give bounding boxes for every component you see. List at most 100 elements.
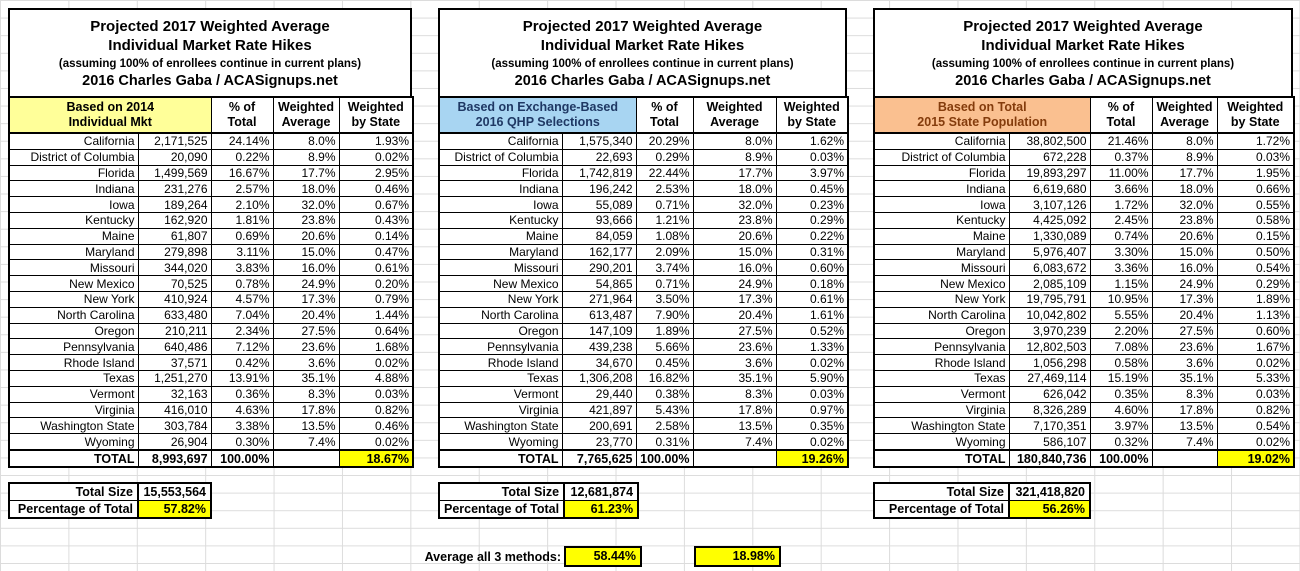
weighted-by-state-cell[interactable]: 0.02%: [338, 433, 414, 451]
weighted-average-cell[interactable]: 23.6%: [272, 338, 340, 356]
enrollment-cell[interactable]: 1,499,569: [137, 164, 212, 182]
total-pct-cell[interactable]: 100.00%: [1089, 448, 1153, 468]
pct-of-total-cell[interactable]: 0.71%: [635, 196, 694, 213]
state-cell[interactable]: New Mexico: [8, 275, 139, 292]
weighted-average-cell[interactable]: 35.1%: [1151, 369, 1218, 387]
weighted-average-cell[interactable]: 8.9%: [692, 148, 777, 166]
pct-of-total-cell[interactable]: 13.91%: [210, 369, 274, 387]
state-cell[interactable]: Washington State: [438, 417, 563, 435]
table-title-cell[interactable]: Projected 2017 Weighted Average Individu…: [873, 8, 1293, 96]
weighted-average-cell[interactable]: 3.6%: [272, 354, 340, 371]
state-cell[interactable]: Iowa: [438, 196, 563, 213]
weighted-by-state-cell[interactable]: 0.61%: [338, 259, 414, 277]
total-size-label-cell[interactable]: Total Size: [8, 482, 139, 502]
pct-of-total-cell[interactable]: 1.81%: [210, 211, 274, 229]
total-size-value-cell[interactable]: 321,418,820: [1008, 482, 1091, 502]
state-cell[interactable]: Indiana: [8, 180, 139, 198]
enrollment-cell[interactable]: 93,666: [561, 211, 637, 229]
weighted-average-cell[interactable]: 8.0%: [1151, 132, 1218, 150]
weighted-average-cell[interactable]: 13.5%: [1151, 417, 1218, 435]
enrollment-cell[interactable]: 3,970,239: [1008, 322, 1091, 340]
pct-of-total-cell[interactable]: 0.31%: [635, 433, 694, 451]
pct-of-total-cell[interactable]: 7.08%: [1089, 338, 1153, 356]
table-title-cell[interactable]: Projected 2017 Weighted Average Individu…: [438, 8, 847, 96]
weighted-by-state-cell[interactable]: 2.95%: [338, 164, 414, 182]
enrollment-cell[interactable]: 6,619,680: [1008, 180, 1091, 198]
state-cell[interactable]: District of Columbia: [8, 148, 139, 166]
pct-of-total-cell[interactable]: 3.83%: [210, 259, 274, 277]
state-cell[interactable]: Wyoming: [873, 433, 1010, 451]
enrollment-cell[interactable]: 2,085,109: [1008, 275, 1091, 292]
weighted-by-state-cell[interactable]: 0.97%: [775, 401, 849, 419]
total-value-cell[interactable]: 180,840,736: [1008, 448, 1091, 468]
col-header-weighted-average[interactable]: Weighted Average: [692, 96, 777, 134]
col-header-weighted-average[interactable]: Weighted Average: [1151, 96, 1218, 134]
weighted-by-state-cell[interactable]: 0.29%: [1216, 275, 1295, 292]
weighted-average-cell[interactable]: 17.8%: [272, 401, 340, 419]
pct-of-total-cell[interactable]: 2.34%: [210, 322, 274, 340]
pct-of-total-cell[interactable]: 1.72%: [1089, 196, 1153, 213]
state-cell[interactable]: District of Columbia: [873, 148, 1010, 166]
enrollment-cell[interactable]: 5,976,407: [1008, 243, 1091, 261]
enrollment-cell[interactable]: 61,807: [137, 227, 212, 245]
col-header-weighted-by-state[interactable]: Weighted by State: [1216, 96, 1295, 134]
weighted-by-state-cell[interactable]: 1.93%: [338, 132, 414, 150]
weighted-average-cell[interactable]: 17.3%: [272, 290, 340, 308]
weighted-average-cell[interactable]: 17.3%: [692, 290, 777, 308]
pct-of-total-cell[interactable]: 4.60%: [1089, 401, 1153, 419]
state-cell[interactable]: Texas: [873, 369, 1010, 387]
weighted-average-cell[interactable]: 8.3%: [692, 385, 777, 403]
pct-of-total-cell[interactable]: 0.36%: [210, 385, 274, 403]
weighted-average-cell[interactable]: 20.4%: [692, 306, 777, 324]
weighted-by-state-cell[interactable]: 0.02%: [338, 148, 414, 166]
enrollment-cell[interactable]: 1,306,208: [561, 369, 637, 387]
state-cell[interactable]: Maine: [438, 227, 563, 245]
enrollment-cell[interactable]: 32,163: [137, 385, 212, 403]
enrollment-cell[interactable]: 147,109: [561, 322, 637, 340]
weighted-by-state-cell[interactable]: 0.46%: [338, 180, 414, 198]
pct-of-total-cell[interactable]: 0.58%: [1089, 354, 1153, 371]
state-cell[interactable]: Missouri: [8, 259, 139, 277]
weighted-average-cell[interactable]: 17.3%: [1151, 290, 1218, 308]
average-pct-value-cell[interactable]: 58.44%: [564, 546, 642, 568]
pct-of-total-cell[interactable]: 5.66%: [635, 338, 694, 356]
weighted-by-state-cell[interactable]: 1.13%: [1216, 306, 1295, 324]
weighted-by-state-cell[interactable]: 1.72%: [1216, 132, 1295, 150]
pct-of-total-cell[interactable]: 0.29%: [635, 148, 694, 166]
enrollment-cell[interactable]: 19,893,297: [1008, 164, 1091, 182]
weighted-by-state-cell[interactable]: 0.67%: [338, 196, 414, 213]
weighted-by-state-cell[interactable]: 0.43%: [338, 211, 414, 229]
weighted-average-cell[interactable]: 20.4%: [1151, 306, 1218, 324]
state-cell[interactable]: Maryland: [8, 243, 139, 261]
weighted-by-state-cell[interactable]: 0.50%: [1216, 243, 1295, 261]
weighted-average-cell[interactable]: 23.8%: [272, 211, 340, 229]
total-label-cell[interactable]: TOTAL: [8, 448, 139, 468]
pct-of-total-cell[interactable]: 3.74%: [635, 259, 694, 277]
state-cell[interactable]: New Mexico: [438, 275, 563, 292]
pct-of-total-cell[interactable]: 22.44%: [635, 164, 694, 182]
weighted-average-cell[interactable]: 3.6%: [692, 354, 777, 371]
total-weighted-avg-cell[interactable]: [692, 448, 777, 468]
total-pct-cell[interactable]: 100.00%: [635, 448, 694, 468]
state-cell[interactable]: Pennsylvania: [438, 338, 563, 356]
pct-of-total-cell[interactable]: 7.12%: [210, 338, 274, 356]
pct-of-total-value-cell[interactable]: 56.26%: [1008, 500, 1091, 519]
state-cell[interactable]: Rhode Island: [8, 354, 139, 371]
enrollment-cell[interactable]: 8,326,289: [1008, 401, 1091, 419]
state-cell[interactable]: New York: [8, 290, 139, 308]
weighted-by-state-cell[interactable]: 5.33%: [1216, 369, 1295, 387]
enrollment-cell[interactable]: 613,487: [561, 306, 637, 324]
col-header-pct-of-total[interactable]: % of Total: [210, 96, 274, 134]
state-cell[interactable]: California: [8, 132, 139, 150]
pct-of-total-cell[interactable]: 16.82%: [635, 369, 694, 387]
enrollment-cell[interactable]: 55,089: [561, 196, 637, 213]
enrollment-cell[interactable]: 22,693: [561, 148, 637, 166]
state-cell[interactable]: Kentucky: [8, 211, 139, 229]
enrollment-cell[interactable]: 196,242: [561, 180, 637, 198]
pct-of-total-cell[interactable]: 24.14%: [210, 132, 274, 150]
weighted-by-state-cell[interactable]: 0.54%: [1216, 259, 1295, 277]
pct-of-total-cell[interactable]: 1.08%: [635, 227, 694, 245]
enrollment-cell[interactable]: 54,865: [561, 275, 637, 292]
state-cell[interactable]: Maryland: [873, 243, 1010, 261]
weighted-average-cell[interactable]: 18.0%: [692, 180, 777, 198]
